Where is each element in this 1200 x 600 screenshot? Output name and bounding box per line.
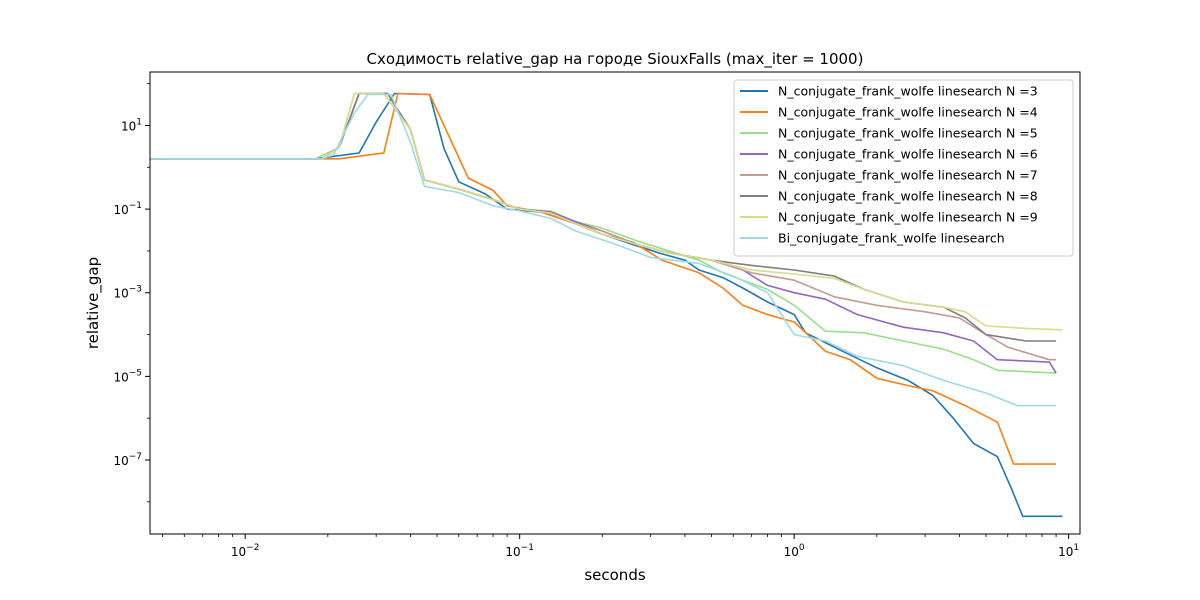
x-tick-label: 10−1 <box>505 543 534 559</box>
legend-box <box>733 79 1074 257</box>
series-line-1 <box>150 92 1063 518</box>
series-line-8 <box>150 93 1057 407</box>
legend-label: N_conjugate_frank_wolfe linesearch N =3 <box>778 84 1038 99</box>
legend-label: N_conjugate_frank_wolfe linesearch N =9 <box>778 210 1038 225</box>
legend: N_conjugate_frank_wolfe linesearch N =3 N… <box>733 79 1074 257</box>
legend-label: N_conjugate_frank_wolfe linesearch N =7 <box>778 168 1038 183</box>
legend-label: N_conjugate_frank_wolfe linesearch N =4 <box>778 105 1038 120</box>
x-tick-label: 101 <box>1058 543 1079 559</box>
x-tick-label: 10−2 <box>231 543 260 559</box>
plot-area <box>150 92 1063 518</box>
x-tick-label: 100 <box>784 543 805 559</box>
legend-label: N_conjugate_frank_wolfe linesearch N =6 <box>778 147 1038 162</box>
x-axis-label: seconds <box>584 566 645 584</box>
axes-frame <box>149 71 1081 535</box>
y-tick-label: 10−5 <box>113 368 142 384</box>
y-axis-label: relative_gap <box>84 257 103 349</box>
legend-label: N_conjugate_frank_wolfe linesearch N =8 <box>778 189 1038 204</box>
axis-ticks: 10−2 10−1 100 101 101 10−1 10−3 10−5 10−7 <box>113 83 1079 559</box>
legend-label: N_conjugate_frank_wolfe linesearch N =5 <box>778 126 1038 141</box>
y-tick-label: 101 <box>121 117 142 133</box>
series-line-7 <box>150 92 1063 331</box>
y-tick-label: 10−1 <box>113 201 142 217</box>
legend-label: Bi_conjugate_frank_wolfe linesearch <box>778 231 1005 246</box>
series-line-2 <box>150 92 1057 465</box>
y-tick-label: 10−3 <box>113 285 142 301</box>
y-tick-label: 10−7 <box>113 452 142 468</box>
chart-title: Сходимость relative_gap на городе SiouxF… <box>367 50 864 69</box>
